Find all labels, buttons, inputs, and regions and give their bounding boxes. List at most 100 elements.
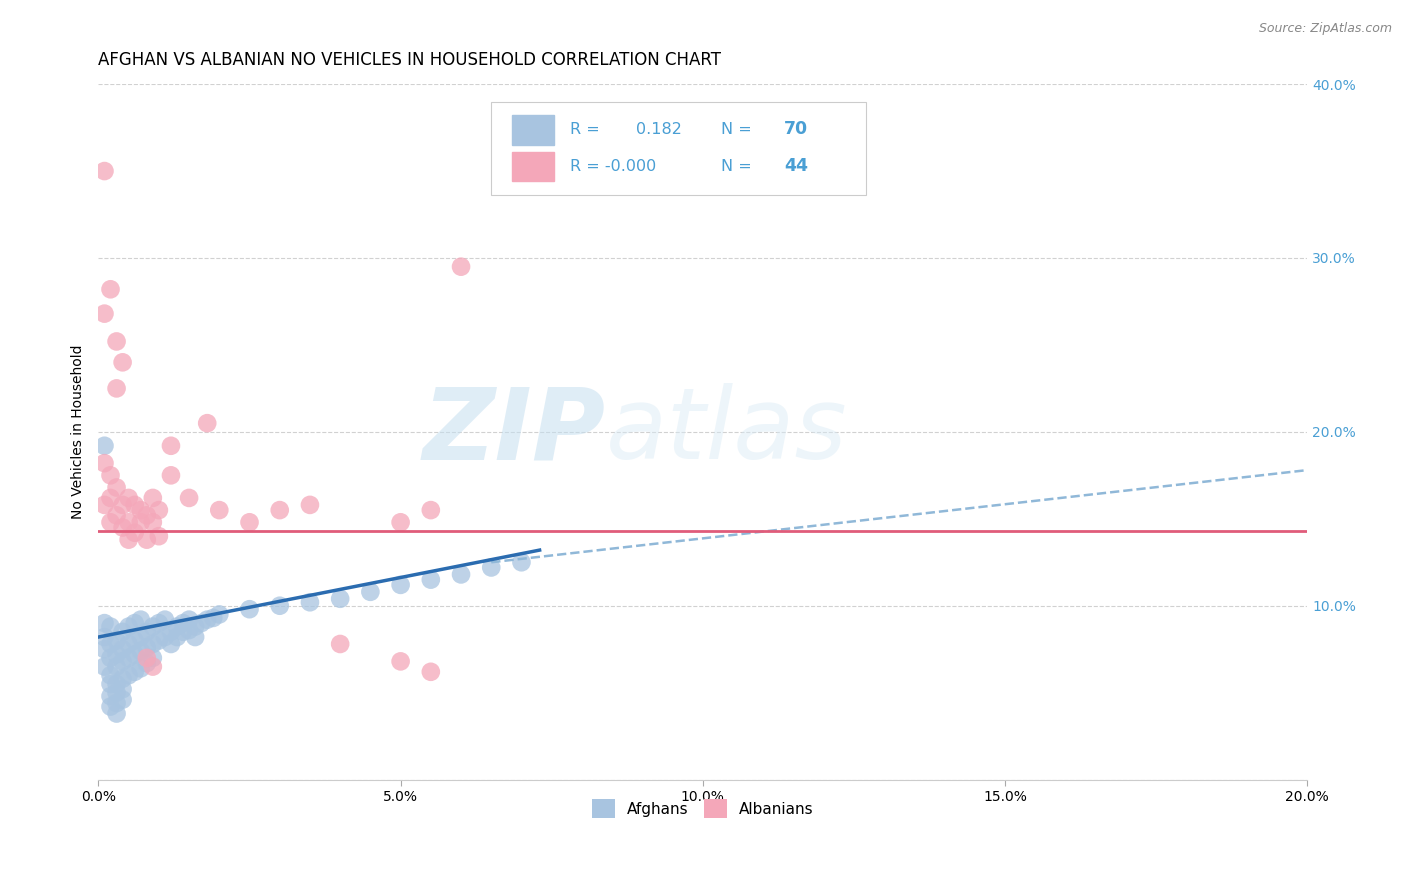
Point	[111, 498, 134, 512]
Point	[118, 516, 141, 530]
Point	[129, 516, 152, 530]
Text: R =: R =	[569, 122, 599, 136]
Point	[105, 508, 128, 523]
FancyBboxPatch shape	[512, 115, 554, 145]
Point	[100, 677, 122, 691]
Point	[160, 637, 183, 651]
Point	[298, 498, 321, 512]
Point	[389, 578, 412, 592]
Point	[105, 696, 128, 710]
Point	[195, 613, 218, 627]
Point	[142, 516, 165, 530]
Point	[479, 560, 502, 574]
Point	[100, 689, 122, 703]
Text: N =: N =	[721, 159, 752, 174]
Point	[93, 456, 115, 470]
Point	[184, 630, 207, 644]
Point	[135, 651, 157, 665]
Point	[93, 659, 115, 673]
Point	[105, 677, 128, 691]
Point	[93, 439, 115, 453]
Point	[105, 648, 128, 662]
Point	[142, 491, 165, 505]
Point	[419, 665, 441, 679]
Point	[135, 624, 157, 639]
Point	[100, 651, 122, 665]
Text: Source: ZipAtlas.com: Source: ZipAtlas.com	[1258, 22, 1392, 36]
Point	[124, 648, 146, 662]
Point	[160, 624, 183, 639]
Point	[450, 567, 472, 582]
Point	[124, 616, 146, 631]
Point	[195, 416, 218, 430]
Point	[238, 516, 260, 530]
Point	[389, 516, 412, 530]
Point	[111, 672, 134, 686]
Point	[105, 334, 128, 349]
Point	[111, 642, 134, 657]
Point	[100, 468, 122, 483]
Point	[329, 591, 352, 606]
Point	[238, 602, 260, 616]
Text: 44: 44	[783, 157, 808, 175]
Point	[100, 699, 122, 714]
Point	[208, 607, 231, 622]
Text: R = -0.000: R = -0.000	[569, 159, 657, 174]
Point	[177, 491, 200, 505]
Point	[142, 619, 165, 633]
Point	[177, 613, 200, 627]
Point	[111, 682, 134, 697]
Point	[129, 503, 152, 517]
Point	[142, 651, 165, 665]
Point	[329, 637, 352, 651]
Point	[93, 164, 115, 178]
Point	[160, 439, 183, 453]
Point	[93, 616, 115, 631]
Point	[124, 633, 146, 648]
Text: atlas: atlas	[606, 384, 848, 481]
Point	[142, 637, 165, 651]
Point	[419, 573, 441, 587]
Point	[190, 616, 212, 631]
Point	[160, 468, 183, 483]
Text: 0.182: 0.182	[637, 122, 682, 136]
Point	[124, 498, 146, 512]
Point	[118, 651, 141, 665]
Point	[105, 706, 128, 721]
Point	[166, 630, 188, 644]
Point	[269, 599, 291, 613]
Point	[100, 619, 122, 633]
Text: AFGHAN VS ALBANIAN NO VEHICLES IN HOUSEHOLD CORRELATION CHART: AFGHAN VS ALBANIAN NO VEHICLES IN HOUSEH…	[98, 51, 721, 69]
Point	[153, 630, 176, 644]
Point	[450, 260, 472, 274]
Point	[135, 640, 157, 655]
Point	[100, 668, 122, 682]
Point	[93, 642, 115, 657]
Point	[118, 619, 141, 633]
Text: ZIP: ZIP	[423, 384, 606, 481]
Point	[148, 633, 170, 648]
Point	[100, 282, 122, 296]
FancyBboxPatch shape	[491, 102, 866, 195]
Point	[148, 616, 170, 631]
Point	[111, 692, 134, 706]
Point	[153, 613, 176, 627]
Point	[172, 624, 194, 639]
Point	[202, 611, 225, 625]
Point	[100, 637, 122, 651]
Point	[142, 659, 165, 673]
Point	[177, 623, 200, 637]
Point	[298, 595, 321, 609]
Text: N =: N =	[721, 122, 752, 136]
Legend: Afghans, Albanians: Afghans, Albanians	[586, 793, 820, 824]
Point	[105, 633, 128, 648]
Text: 70: 70	[783, 120, 808, 138]
Point	[105, 481, 128, 495]
Point	[135, 508, 157, 523]
Point	[105, 659, 128, 673]
Point	[172, 616, 194, 631]
Point	[100, 516, 122, 530]
Point	[419, 503, 441, 517]
Y-axis label: No Vehicles in Household: No Vehicles in Household	[72, 344, 86, 519]
Point	[359, 584, 381, 599]
